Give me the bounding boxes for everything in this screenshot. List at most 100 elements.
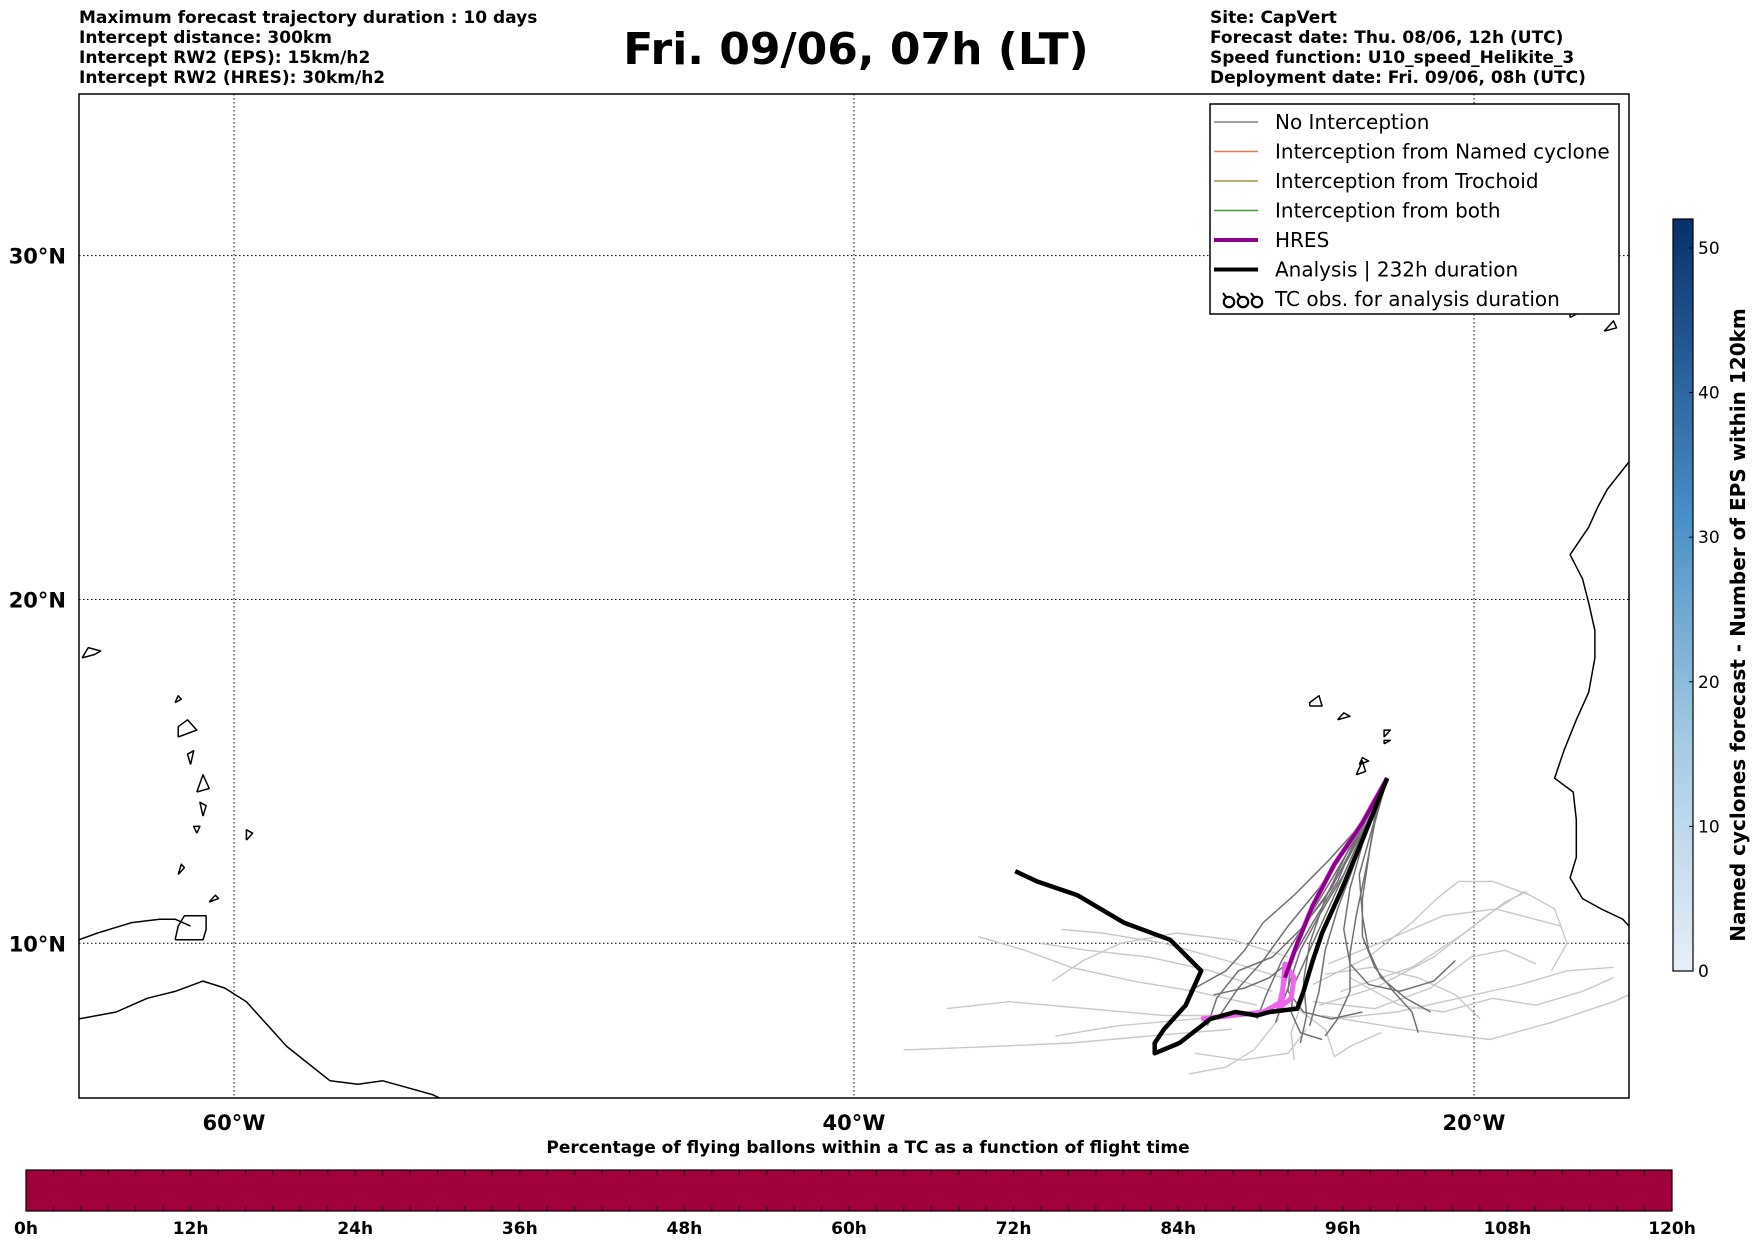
eps-dark-track: [1188, 777, 1388, 993]
colorbar-tick-label: 20: [1698, 673, 1720, 693]
eps-dark-track: [1213, 777, 1388, 996]
tc-symbol-icon: [1222, 295, 1236, 309]
colorbar-tick-label: 10: [1698, 817, 1720, 837]
eps-dark-track: [1206, 777, 1388, 1027]
coastline-st-vincent: [192, 825, 201, 834]
eps-light-track: [1188, 1018, 1280, 1075]
hres-trajectory-layer: [1200, 776, 1390, 1022]
map-axis-labels: 60°W 40°W 20°W 30°N 20°N 10°N: [9, 245, 1506, 1135]
lon-tick-label: 40°W: [823, 1111, 886, 1135]
coastline-venezuela-coast: [79, 918, 191, 941]
eps-light-track: [977, 935, 1258, 1006]
tc-symbol-icon: [1250, 295, 1264, 309]
pct-tick-label: 84h: [1160, 1219, 1196, 1239]
eps-light-trajectories: [903, 880, 1629, 1075]
eps-light-track: [1287, 1001, 1382, 1058]
legend-label: No Interception: [1275, 110, 1429, 134]
legend-label: Interception from Named cyclone: [1275, 140, 1610, 164]
eps-light-track: [1340, 891, 1528, 993]
coastline-cape-verde-3: [1383, 729, 1392, 738]
colorbar-tick-label: 0: [1698, 962, 1709, 982]
eps-light-track: [1312, 880, 1531, 986]
pct-tick-label: 36h: [502, 1219, 538, 1239]
lat-tick-label: 20°N: [9, 588, 66, 612]
legend-label: Interception from both: [1275, 199, 1501, 223]
lat-tick-label: 10°N: [9, 932, 66, 956]
max-duration-text: Maximum forecast trajectory duration : 1…: [79, 8, 538, 28]
page-title: Fri. 09/06, 07h (LT): [623, 24, 1089, 75]
coastline-tobago: [208, 894, 220, 903]
pct-tick-label: 96h: [1325, 1219, 1361, 1239]
intercept-distance-text: Intercept distance: 300km: [79, 28, 332, 48]
intercept-rw2-eps-text: Intercept RW2 (EPS): 15km/h2: [79, 48, 371, 68]
eps-light-track: [1039, 942, 1273, 993]
eps-light-track: [1325, 966, 1481, 1020]
coastline-virgin-islands: [81, 646, 102, 659]
coastline-dominica: [186, 749, 195, 765]
cyclone-colorbar: 0 10 20 30 40 50: [1672, 218, 1720, 982]
pct-tick-label: 60h: [831, 1219, 867, 1239]
speed-function-text: Speed function: U10_speed_Helikite_3: [1210, 48, 1575, 68]
coastline-cape-verde-5: [1358, 756, 1370, 766]
coastline-south-america-coast: [79, 980, 442, 1098]
coastline-cape-verde-4: [1383, 739, 1392, 745]
tc-symbol-icon: [1236, 295, 1250, 309]
eps-dark-track: [1343, 777, 1456, 993]
pct-tick-label: 72h: [996, 1219, 1032, 1239]
eps-light-track: [903, 1028, 1233, 1051]
coastline-barbados: [245, 829, 254, 841]
run-parameters: Maximum forecast trajectory duration : 1…: [79, 8, 537, 88]
eps-light-track: [1331, 966, 1614, 1020]
site-text: Site: CapVert: [1210, 8, 1337, 28]
coastline-grenada: [177, 863, 186, 876]
tc-symbol-tail: [1236, 292, 1241, 298]
eps-dark-track: [1361, 777, 1419, 1033]
legend-label: Interception from Trochoid: [1275, 169, 1539, 193]
eps-light-track: [1312, 949, 1537, 1010]
coastline-guadeloupe: [177, 719, 198, 738]
eps-light-track: [1349, 977, 1614, 1013]
percentage-bar-fill: [25, 1169, 1673, 1212]
map-legend: No Interception Interception from Named c…: [1209, 103, 1620, 315]
legend-box: [1209, 103, 1620, 315]
legend-label: Analysis | 232h duration: [1275, 258, 1518, 282]
coastline-st-lucia: [199, 801, 207, 817]
coastline-trinidad: [174, 915, 207, 941]
deployment-date-text: Deployment date: Fri. 09/06, 08h (UTC): [1210, 68, 1586, 88]
tc-symbol-tail: [1222, 292, 1227, 298]
pct-tick-label: 48h: [667, 1219, 703, 1239]
eps-light-track: [1052, 932, 1289, 982]
map-gridlines: [79, 94, 1629, 1098]
lon-tick-label: 60°W: [203, 1111, 266, 1135]
coastline-canary-3: [1603, 320, 1618, 332]
percentage-bar-title: Percentage of flying ballons within a TC…: [546, 1138, 1190, 1158]
eps-light-track: [1194, 1028, 1308, 1061]
colorbar-tick-label: 50: [1698, 239, 1720, 259]
colorbar-tick-label: 30: [1698, 528, 1720, 548]
hres-track: [1283, 777, 1389, 979]
colorbar-label: Named cyclones forecast - Number of EPS …: [1726, 308, 1750, 942]
intercept-rw2-hres-text: Intercept RW2 (HRES): 30km/h2: [79, 68, 386, 88]
pct-tick-label: 24h: [337, 1219, 373, 1239]
coastline-cape-verde-1: [1308, 694, 1323, 707]
colorbar-tick-label: 40: [1698, 384, 1720, 404]
pct-tick-label: 0h: [14, 1219, 38, 1239]
eps-dark-track: [1358, 777, 1431, 1013]
coastline-antigua: [174, 694, 183, 704]
colorbar-gradient: [1672, 218, 1694, 972]
coastline-santiago: [1355, 760, 1367, 776]
analysis-trajectory-layer: [1014, 777, 1390, 1056]
lat-tick-label: 30°N: [9, 245, 66, 269]
legend-label: TC obs. for analysis duration: [1274, 287, 1560, 311]
coastline-africa-coast: [1553, 461, 1629, 927]
coastline-martinique: [196, 774, 210, 793]
eps-light-track: [1321, 994, 1629, 1041]
legend-label: HRES: [1275, 228, 1329, 252]
forecast-info: Site: CapVert Forecast date: Thu. 08/06,…: [1210, 8, 1586, 88]
coastline-cape-verde-2: [1337, 712, 1351, 721]
analysis-track: [1014, 777, 1390, 1056]
pct-tick-label: 12h: [173, 1219, 209, 1239]
pct-tick-label: 120h: [1648, 1219, 1696, 1239]
tc-symbol-tail: [1250, 292, 1255, 298]
